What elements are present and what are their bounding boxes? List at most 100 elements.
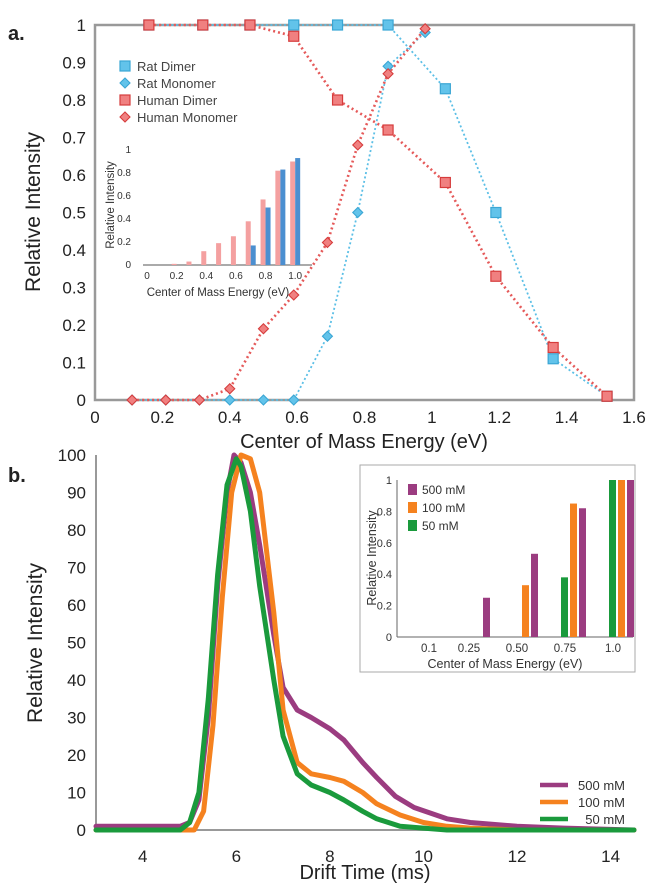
bar-human: [201, 251, 207, 265]
legend-marker: [119, 60, 131, 72]
data-point-human-dimer: [143, 19, 155, 31]
legend-swatch: [408, 484, 417, 495]
chart-a-xtick: 1: [427, 408, 436, 427]
data-point-rat-dimer: [547, 353, 559, 365]
chart-b-ytick: 70: [67, 559, 86, 578]
chart-a: 0 0.2 0.4 0.6 0.8 1 1.2 1.4 1.6 0 0.1 0.2 0.3 0.4 0.5 0…: [22, 16, 646, 453]
chart-b-ytick: 50: [67, 634, 86, 653]
chart-a-ytick: 0: [77, 391, 86, 410]
bar-rat: [265, 207, 271, 265]
inset-a-ytick: 0.6: [117, 191, 131, 202]
bar-human: [230, 236, 236, 265]
chart-a-ytick: 0.9: [62, 54, 86, 73]
bar-rat: [295, 158, 301, 265]
chart-b-ytick: 0: [77, 821, 86, 840]
series-line-human-dimer: [148, 23, 608, 398]
data-point-human-monomer: [287, 289, 300, 301]
chart-b-xtick: 8: [325, 847, 334, 866]
chart-a-xtick: 0.6: [285, 408, 309, 427]
bar-100-mM: [570, 503, 577, 637]
chart-b-xtick: 10: [414, 847, 433, 866]
inset-b-bars: [483, 480, 634, 637]
data-point-human-monomer: [126, 394, 138, 406]
chart-a-frame: [93, 23, 636, 402]
chart-b-ytick: 40: [67, 671, 86, 690]
chart-a-xtick: 0: [90, 408, 99, 427]
chart-b-xtick: 14: [601, 847, 620, 866]
inset-b: 0.1 0.25 0.50 0.75 1.0 0 0.2 0.4 0.6 0.8 1 500 mM 1…: [359, 464, 636, 673]
inset-b-ytick: 1: [386, 475, 392, 487]
inset-b-ytick: 0.8: [377, 506, 392, 518]
legend-label: 500 mM: [578, 778, 625, 793]
inset-a-ticks: 0 0.2 0.4 0.6 0.8 1.0 0 0.2 0.4 0.6 0.8 1: [117, 145, 302, 282]
inset-a-xtick: 0: [144, 271, 150, 282]
data-point-human-monomer: [159, 394, 172, 406]
bar-human: [290, 161, 296, 265]
bar-500-mM: [579, 508, 586, 637]
inset-b-ylabel: Relative Intensity: [365, 510, 379, 606]
legend-label: Human Monomer: [137, 110, 238, 125]
legend-swatch: [408, 520, 417, 531]
bar-human: [245, 221, 251, 265]
inset-b-xtick: 0.1: [421, 643, 437, 655]
series-line-50-mM: [93, 456, 637, 833]
chart-b-xtick: 6: [232, 847, 241, 866]
chart-a-legend: Rat Dimer Rat Monomer Human Dimer Human Mon…: [119, 59, 238, 125]
data-point-human-dimer: [288, 30, 300, 42]
chart-b-ytick: 30: [67, 709, 86, 728]
inset-a-ytick: 0.2: [117, 237, 131, 248]
chart-a-ticks: 0 0.2 0.4 0.6 0.8 1 1.2 1.4 1.6 0 0.1 0.2 0.3 0.4 0.5 0…: [62, 16, 645, 427]
inset-b-frame: [359, 464, 636, 673]
inset-b-ytick: 0.2: [377, 601, 392, 613]
data-point-human-dimer: [547, 341, 559, 354]
bar-500-mM: [483, 597, 490, 637]
data-point-rat-dimer: [382, 19, 394, 31]
inset-b-ticks: 0.1 0.25 0.50 0.75 1.0 0 0.2 0.4 0.6 0.8 1: [377, 475, 621, 655]
data-point-human-dimer: [601, 390, 613, 402]
inset-b-ytick: 0.4: [377, 569, 392, 581]
chart-a-ytick: 0.6: [62, 166, 86, 185]
inset-a-ytick: 0.8: [117, 168, 131, 179]
data-point-human-monomer: [382, 67, 394, 80]
data-point-human-dimer: [490, 270, 502, 282]
inset-a: 0 0.2 0.4 0.6 0.8 1.0 0 0.2 0.4 0.6 0.8 1 Center of…: [105, 145, 312, 299]
legend-label: 50 mM: [422, 519, 459, 533]
series-line-human-monomer: [132, 27, 427, 402]
inset-b-ytick: 0: [386, 632, 392, 644]
bar-500-mM: [531, 553, 538, 637]
chart-b-ytick: 90: [67, 484, 86, 503]
panel-label-b: b.: [8, 465, 26, 487]
inset-a-xtick: 0.8: [259, 271, 273, 282]
chart-a-ytick: 0.2: [62, 316, 86, 335]
inset-a-ytick: 1: [125, 145, 131, 156]
inset-b-xtick: 0.50: [506, 643, 528, 655]
legend-label: 50 mM: [585, 812, 625, 827]
chart-b-series: [93, 452, 637, 833]
chart-b-ytick: 60: [67, 596, 86, 615]
chart-b-xlabel: Drift Time (ms): [299, 862, 430, 884]
inset-a-ytick: 0.4: [117, 214, 131, 225]
data-point-human-dimer: [197, 19, 209, 31]
panel-label-a: a.: [8, 23, 25, 45]
chart-b-ytick: 20: [67, 746, 86, 765]
chart-b-xtick: 4: [138, 847, 147, 866]
data-point-human-monomer: [223, 382, 236, 395]
series-line-rat-dimer: [148, 24, 608, 397]
data-point-rat-dimer: [288, 19, 300, 31]
data-point-human-dimer: [331, 94, 344, 106]
inset-a-ytick: 0: [125, 260, 131, 271]
chart-a-ytick: 0.1: [62, 354, 86, 373]
inset-b-xlabel: Center of Mass Energy (eV): [428, 657, 583, 671]
chart-a-ytick: 0.4: [62, 241, 86, 260]
legend-swatch: [408, 502, 417, 513]
chart-b-ytick: 10: [67, 784, 86, 803]
data-point-rat-monomer: [223, 394, 236, 406]
chart-a-xtick: 0.2: [151, 408, 175, 427]
legend-label: 500 mM: [422, 483, 465, 497]
legend-label: 100 mM: [578, 795, 625, 810]
chart-b-ytick: 80: [67, 521, 86, 540]
data-point-rat-dimer: [331, 19, 344, 31]
inset-b-xtick: 0.25: [458, 643, 480, 655]
chart-a-ytick: 1: [77, 16, 86, 35]
